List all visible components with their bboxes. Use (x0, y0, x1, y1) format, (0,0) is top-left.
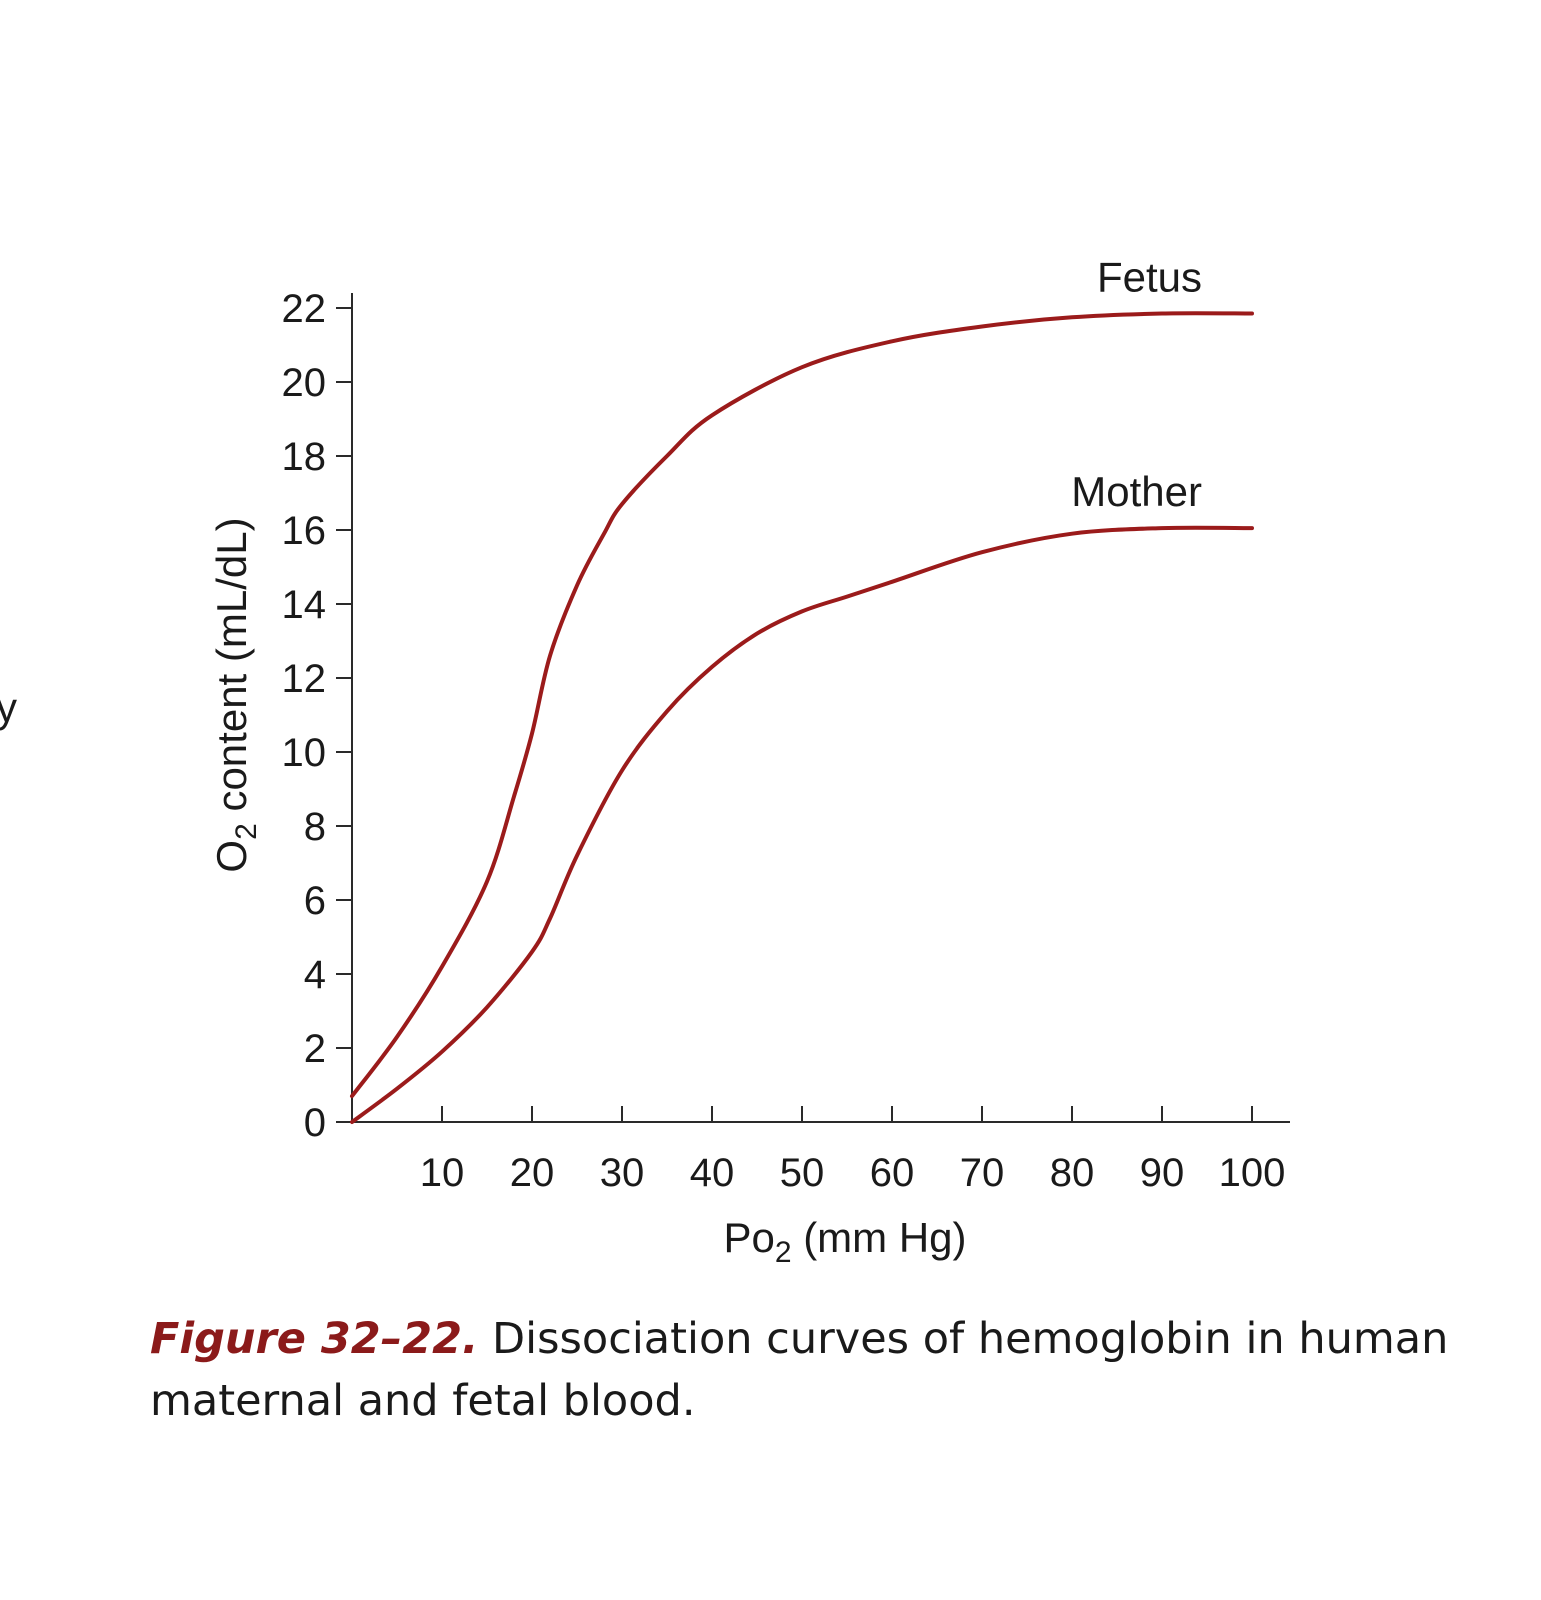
x-tick-label: 60 (870, 1151, 915, 1195)
x-axis-title: Po2 (mm Hg) (723, 1214, 966, 1269)
figure-caption: Figure 32–22. Dissociation curves of hem… (150, 1308, 1450, 1432)
x-tick-label: 30 (600, 1151, 645, 1195)
y-tick-label: 16 (282, 509, 327, 553)
y-tick-label: 8 (304, 805, 326, 849)
figure-label: Figure 32–22. (150, 1314, 479, 1364)
y-tick-label: 4 (304, 953, 326, 997)
x-tick-label: 70 (960, 1151, 1005, 1195)
fetus-series-label: Fetus (1097, 254, 1202, 301)
y-tick-label: 22 (282, 287, 327, 331)
x-tick-label: 40 (690, 1151, 735, 1195)
x-tick-label: 50 (780, 1151, 825, 1195)
fetus-curve (350, 311, 1254, 1099)
y-tick-label: 18 (282, 435, 327, 479)
x-tick-label: 80 (1050, 1151, 1095, 1195)
mother-curve (350, 525, 1254, 1124)
y-ticks: 0 2 4 6 8 10 12 14 16 18 20 22 (282, 287, 352, 1145)
y-tick-label: 10 (282, 731, 327, 775)
y-axis-title: O2 content (mL/dL) (208, 517, 263, 872)
y-tick-label: 20 (282, 361, 327, 405)
mother-series-label: Mother (1071, 468, 1202, 515)
x-tick-label: 20 (510, 1151, 555, 1195)
chart: y 0 2 4 6 8 10 12 14 16 18 20 22 10 20 30 40 50 60 70 80 90… (0, 254, 1290, 1269)
margin-text-fragment: y (0, 684, 17, 731)
y-tick-label: 0 (304, 1101, 326, 1145)
x-ticks: 10 20 30 40 50 60 70 80 90 100 (420, 1106, 1286, 1195)
x-tick-label: 90 (1140, 1151, 1185, 1195)
caption-text: Dissociation curves of hemoglobin in hum… (150, 1314, 1449, 1426)
y-tick-label: 12 (282, 657, 327, 701)
axes (351, 293, 1290, 1123)
y-tick-label: 2 (304, 1027, 326, 1071)
y-tick-label: 14 (282, 583, 327, 627)
curves (350, 311, 1254, 1124)
y-tick-label: 6 (304, 879, 326, 923)
x-tick-label: 10 (420, 1151, 465, 1195)
series-labels: Fetus Mother (1071, 254, 1202, 516)
x-tick-label: 100 (1219, 1151, 1286, 1195)
